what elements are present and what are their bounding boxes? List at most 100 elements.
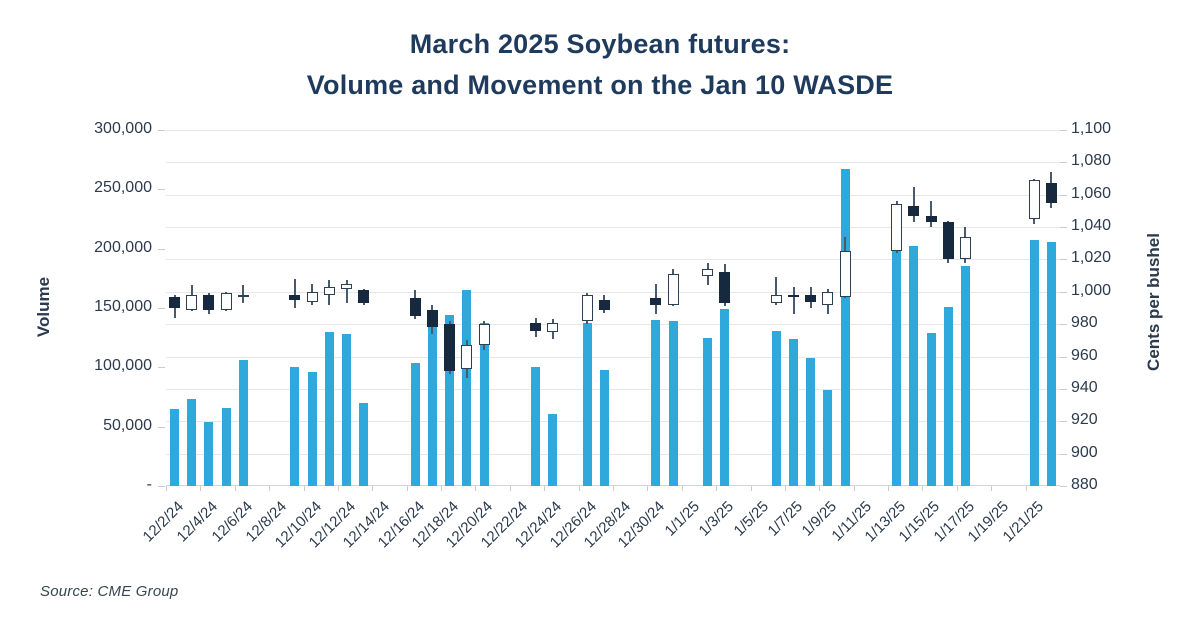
candle-wick — [792, 286, 795, 315]
x-axis-tick-label: 1/3/25 — [695, 498, 738, 540]
candle-body-down — [409, 298, 421, 317]
left-axis-tick-label: 150,000 — [94, 298, 152, 315]
right-axis-tick-mark — [1060, 291, 1067, 293]
chart-title-line-1: March 2025 Soybean futures: — [409, 29, 791, 59]
volume-bar — [187, 399, 197, 486]
volume-bar — [703, 337, 713, 486]
volume-bar — [823, 389, 833, 486]
x-axis-tick-mark — [509, 486, 511, 491]
candle-body-up — [461, 345, 473, 370]
left-axis-tick-label: 200,000 — [94, 238, 152, 256]
candle-wick — [775, 277, 778, 305]
candle-body-up — [839, 251, 851, 297]
x-axis-tick-label: 1/5/25 — [730, 498, 772, 540]
x-axis-tick-mark — [234, 486, 236, 491]
volume-bar — [909, 246, 919, 486]
x-axis-tick-mark — [716, 486, 718, 491]
x-axis-tick-mark — [991, 486, 993, 491]
left-axis-tick-mark — [158, 189, 165, 191]
right-axis-tick-label: 1,100 — [1071, 120, 1112, 137]
volume-bar — [324, 331, 334, 486]
volume-bar — [410, 362, 420, 486]
gridline — [166, 194, 1060, 196]
left-axis-tick-mark — [158, 130, 165, 131]
candle-body-down — [598, 299, 610, 310]
volume-bar — [651, 319, 661, 486]
candle-body-up — [478, 324, 490, 346]
candle-body-up — [547, 322, 559, 333]
left-axis-tick-label: 100,000 — [94, 357, 152, 375]
gridline — [166, 421, 1060, 423]
plot-area — [158, 130, 1067, 491]
x-axis-tick-label: 1/1/25 — [661, 498, 703, 540]
candle-body-up — [220, 293, 232, 310]
left-axis-tick-label: 50,000 — [103, 416, 152, 434]
left-axis-tick-mark — [158, 367, 165, 369]
volume-bar — [359, 402, 369, 486]
volume-bar — [599, 369, 609, 486]
gridline — [166, 291, 1060, 293]
right-axis-tick-label: 960 — [1071, 346, 1098, 364]
volume-bar — [427, 312, 437, 486]
x-axis-tick-mark — [922, 486, 924, 491]
volume-bar — [238, 360, 248, 486]
gridline — [166, 130, 1060, 131]
gridline — [166, 259, 1060, 261]
volume-bar — [170, 408, 180, 486]
candle-wick — [242, 285, 245, 304]
volume-bar — [960, 266, 970, 486]
x-axis-tick-mark — [337, 486, 339, 491]
x-axis-tick-mark — [166, 486, 167, 491]
left-axis-tick-mark — [158, 248, 165, 250]
candle-body-down — [650, 298, 662, 305]
right-axis-tick-label: 940 — [1071, 378, 1098, 396]
x-axis-tick-mark — [750, 486, 752, 491]
candle-body-down — [444, 324, 456, 372]
x-axis-tick-mark — [888, 486, 890, 491]
right-axis-tick-mark — [1060, 421, 1067, 423]
x-axis-tick-mark — [372, 486, 374, 491]
volume-bar — [221, 407, 231, 486]
right-axis-tick-mark — [1060, 486, 1067, 487]
left-axis-tick-label: - — [146, 476, 152, 493]
right-axis-tick-mark — [1060, 259, 1067, 261]
candle-body-up — [581, 295, 593, 321]
chart-title-line-2: Volume and Movement on the Jan 10 WASDE — [306, 70, 894, 100]
candle-body-up — [1028, 180, 1040, 219]
volume-bar — [771, 330, 781, 486]
candle-body-up — [667, 274, 679, 305]
x-axis-tick-mark — [819, 486, 821, 491]
gridline — [166, 356, 1060, 358]
right-axis-tick-mark — [1060, 194, 1067, 196]
candle-body-down — [358, 290, 370, 304]
right-axis-tick-mark — [1060, 324, 1067, 326]
right-axis-title: Cents per bushel — [1144, 233, 1163, 371]
gridline — [166, 453, 1060, 455]
right-axis-tick-label: 900 — [1071, 443, 1098, 461]
x-axis-tick-mark — [269, 486, 271, 491]
x-axis-line — [166, 485, 1060, 486]
volume-bar — [307, 372, 317, 486]
right-axis-tick-mark — [1060, 227, 1067, 229]
candle-wick — [930, 201, 933, 228]
x-axis-tick-mark — [441, 486, 443, 491]
candle-body-up — [237, 295, 249, 298]
right-axis-tick-label: 1,080 — [1071, 152, 1112, 170]
volume-bar — [531, 367, 541, 486]
x-axis-tick-mark — [784, 486, 786, 491]
gridline — [166, 324, 1060, 326]
left-axis-tick-mark — [158, 486, 165, 487]
volume-bar — [548, 413, 558, 486]
volume-bar — [806, 357, 816, 486]
x-axis-tick-mark — [200, 486, 202, 491]
candle-body-down — [169, 296, 181, 308]
x-axis-tick-mark — [1025, 486, 1027, 491]
x-axis-tick-mark — [578, 486, 580, 491]
candle-body-down — [788, 295, 800, 298]
left-axis-tick-label: 250,000 — [94, 179, 152, 197]
left-axis-tick-label: 300,000 — [94, 120, 152, 137]
right-axis-tick-mark — [1060, 130, 1067, 131]
candle-body-up — [822, 291, 834, 305]
candle-body-down — [530, 322, 542, 331]
volume-bar — [668, 321, 678, 486]
